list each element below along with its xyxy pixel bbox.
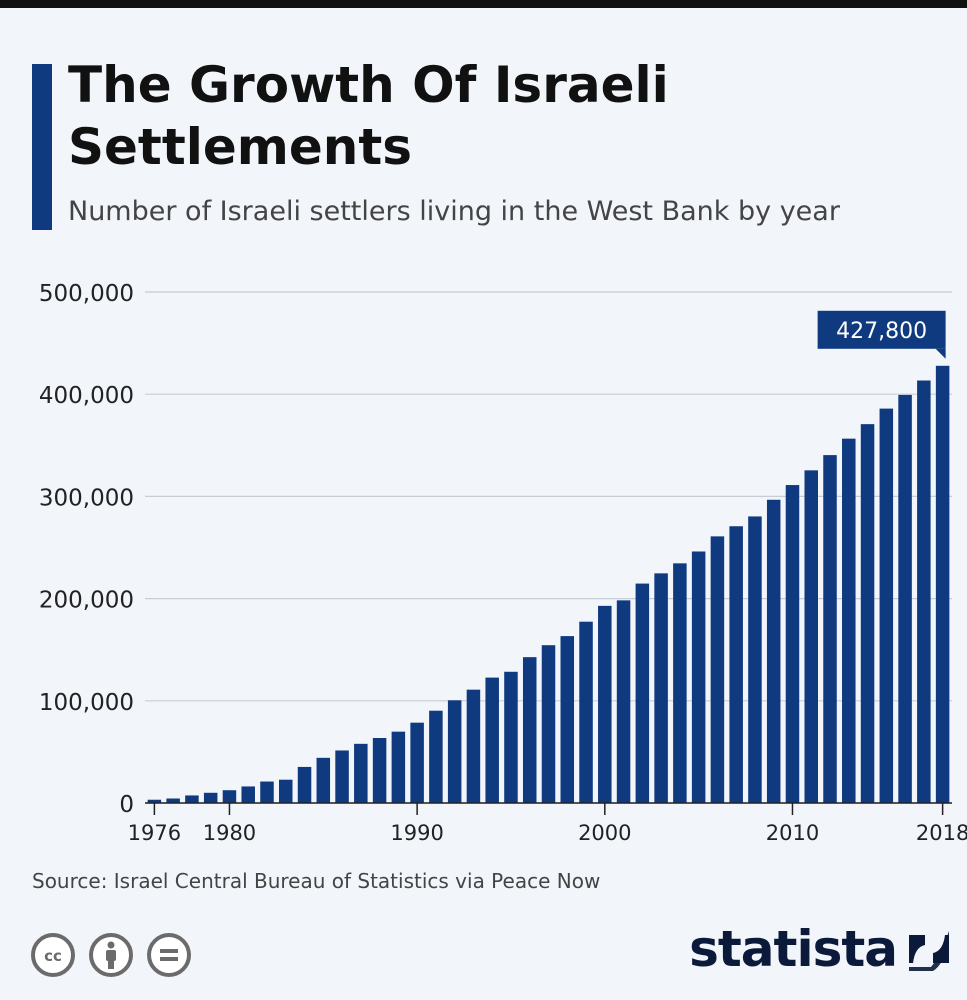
y-tick-label: 100,000 (39, 690, 134, 716)
bar (691, 551, 706, 803)
bar (504, 671, 518, 803)
x-tick-label: 1976 (128, 821, 181, 845)
x-tick-label: 2018 (916, 821, 967, 845)
bar (860, 424, 875, 803)
bar (654, 573, 668, 803)
bar (879, 408, 894, 803)
bar (203, 792, 218, 803)
y-tick-label: 500,000 (39, 281, 134, 307)
callout-label: 427,800 (836, 319, 927, 344)
bar (222, 790, 237, 803)
y-tick-label: 200,000 (39, 588, 134, 614)
bar (297, 766, 312, 803)
bars (147, 365, 950, 803)
bar (729, 526, 743, 803)
y-tick-label: 300,000 (39, 485, 134, 511)
bar (241, 786, 255, 803)
bar (579, 621, 593, 803)
bar (466, 689, 481, 803)
bar (748, 516, 762, 803)
bar (147, 799, 162, 803)
bar (598, 605, 612, 803)
statista-logo: statista (689, 920, 951, 978)
license-icons: cc (30, 932, 192, 978)
x-tick-label: 1990 (390, 821, 443, 845)
bar (429, 710, 443, 803)
bar (673, 563, 687, 803)
statista-mark-icon (909, 931, 949, 971)
bar (260, 781, 274, 803)
title-accent-bar (32, 64, 52, 230)
source-note: Source: Israel Central Bureau of Statist… (32, 869, 601, 893)
y-tick-label: 400,000 (39, 383, 134, 409)
bar (522, 657, 537, 803)
y-tick-label: 0 (119, 792, 134, 818)
bar (372, 738, 387, 803)
x-tick-label: 2010 (766, 821, 819, 845)
bar-chart: 0 100,000 200,000 300,000 400,000 500,000 197… (39, 281, 967, 845)
bar (823, 455, 837, 803)
bar (842, 438, 856, 803)
bar (185, 795, 199, 803)
bar (560, 636, 575, 803)
y-axis-ticks: 0 100,000 200,000 300,000 400,000 500,000 (39, 281, 134, 818)
no-derivatives-icon[interactable] (146, 932, 192, 978)
bar (447, 700, 462, 803)
bar (354, 743, 368, 803)
bar (166, 798, 180, 803)
bar (410, 722, 424, 803)
x-tick-label: 1980 (203, 821, 256, 845)
bar (785, 485, 800, 803)
bar (766, 499, 781, 803)
bar (935, 365, 950, 803)
callout-box (817, 310, 946, 349)
bar (391, 731, 406, 803)
bar (485, 677, 499, 803)
x-axis-ticks: 1976 1980 1990 2000 2010 2018 (128, 802, 967, 845)
top-border (0, 0, 967, 8)
attribution-icon[interactable] (88, 932, 134, 978)
bar (710, 536, 725, 803)
bar (278, 779, 293, 803)
bar (898, 394, 912, 803)
brand-name: statista (689, 920, 898, 978)
bar (804, 470, 819, 803)
callout-pointer (935, 348, 946, 359)
chart-title: The Growth Of Israeli Settlements (68, 56, 669, 176)
svg-text:cc: cc (44, 947, 62, 965)
bar (635, 583, 650, 803)
cc-icon[interactable]: cc (30, 932, 76, 978)
bar (541, 645, 556, 803)
chart-subtitle: Number of Israeli settlers living in the… (68, 196, 840, 227)
bar (335, 750, 349, 803)
bar (917, 380, 931, 803)
x-tick-label: 2000 (578, 821, 631, 845)
bar (316, 757, 331, 803)
value-callout: 427,800 (817, 310, 946, 359)
bar (616, 600, 631, 803)
